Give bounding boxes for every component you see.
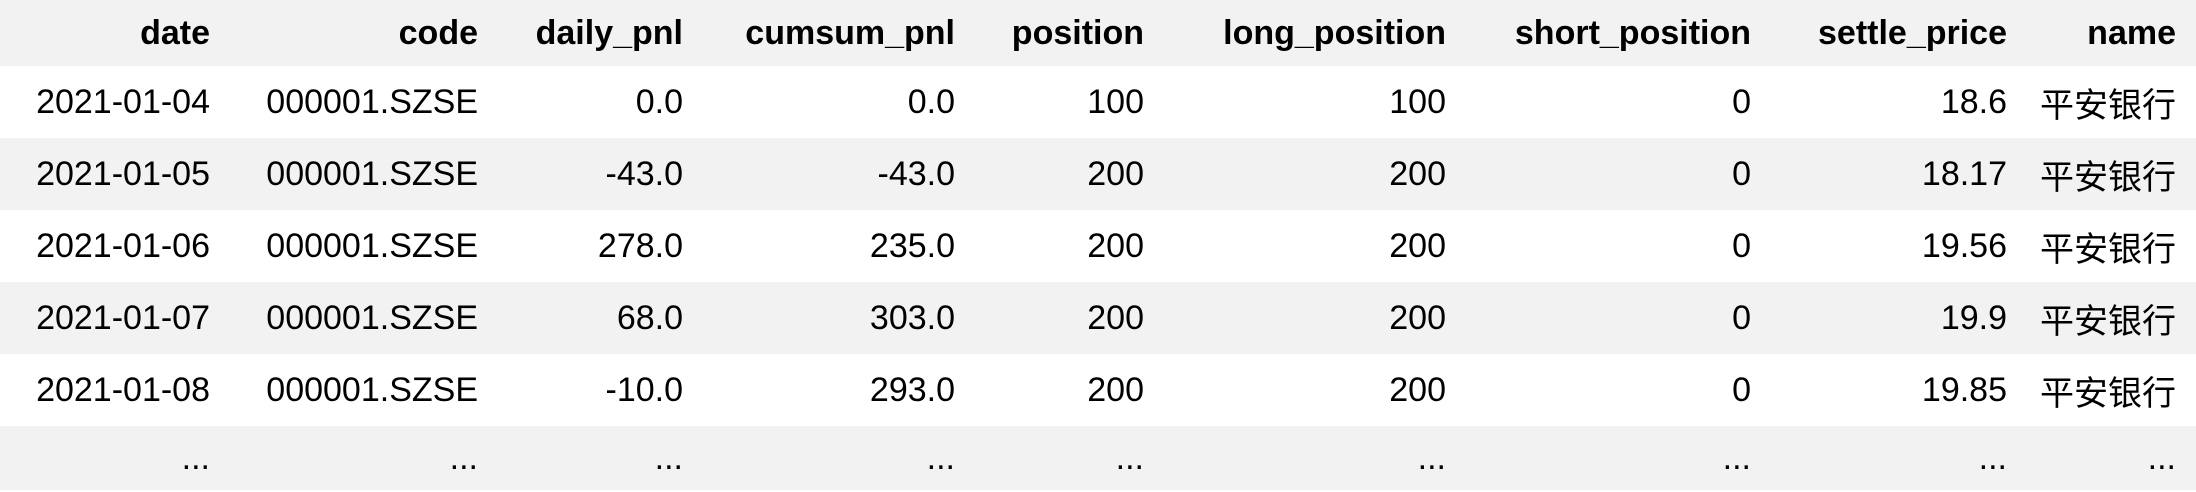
ellipsis-cell: ...	[2147, 438, 2176, 477]
cell-settle-price: 19.56	[1921, 226, 2007, 265]
table-row: 2021-01-06 000001.SZSE 278.0 235.0 200 2…	[0, 210, 2196, 282]
table-header: date code daily_pnl cumsum_pnl position …	[0, 0, 2196, 66]
column-header-name: name	[2087, 13, 2176, 52]
ellipsis-cell: ...	[1978, 438, 2007, 477]
header-row: date code daily_pnl cumsum_pnl position …	[0, 0, 2196, 66]
cell-code: 000001.SZSE	[266, 154, 478, 193]
ellipsis-cell: ...	[449, 438, 478, 477]
cell-code: 000001.SZSE	[266, 370, 478, 409]
cell-short-position: 0	[1732, 298, 1751, 337]
cell-settle-price: 19.85	[1921, 370, 2007, 409]
cell-cumsum-pnl: 303.0	[869, 298, 955, 337]
cell-settle-price: 19.9	[1940, 298, 2007, 337]
cell-code: 000001.SZSE	[266, 298, 478, 337]
cell-position: 200	[1087, 370, 1144, 409]
column-header-cumsum-pnl: cumsum_pnl	[745, 13, 955, 52]
table-row: 2021-01-05 000001.SZSE -43.0 -43.0 200 2…	[0, 138, 2196, 210]
cell-position: 200	[1087, 154, 1144, 193]
cell-settle-price: 18.6	[1940, 82, 2007, 121]
cell-cumsum-pnl: 293.0	[869, 370, 955, 409]
cell-long-position: 200	[1389, 226, 1446, 265]
cell-daily-pnl: 278.0	[597, 226, 683, 265]
ellipsis-cell: ...	[181, 438, 210, 477]
cell-short-position: 0	[1732, 82, 1751, 121]
cell-position: 100	[1087, 82, 1144, 121]
cell-short-position: 0	[1732, 226, 1751, 265]
column-header-daily-pnl: daily_pnl	[535, 13, 683, 52]
column-header-short-position: short_position	[1514, 13, 1751, 52]
cell-code: 000001.SZSE	[266, 226, 478, 265]
column-header-settle-price: settle_price	[1818, 13, 2007, 52]
cell-name: 平安银行	[2040, 157, 2176, 198]
cell-code: 000001.SZSE	[266, 82, 478, 121]
cell-daily-pnl: 0.0	[635, 82, 683, 121]
ellipsis-row: ... ... ... ... ... ... ... ... ...	[0, 426, 2196, 490]
cell-date: 2021-01-07	[36, 298, 210, 337]
cell-cumsum-pnl: 0.0	[907, 82, 955, 121]
cell-position: 200	[1087, 298, 1144, 337]
cell-daily-pnl: -10.0	[605, 370, 684, 409]
cell-name: 平安银行	[2040, 85, 2176, 126]
ellipsis-cell: ...	[1722, 438, 1751, 477]
cell-daily-pnl: -43.0	[605, 154, 684, 193]
cell-date: 2021-01-05	[36, 154, 210, 193]
ellipsis-cell: ...	[1417, 438, 1446, 477]
cell-daily-pnl: 68.0	[616, 298, 683, 337]
cell-long-position: 200	[1389, 370, 1446, 409]
cell-name: 平安银行	[2040, 373, 2176, 414]
ellipsis-cell: ...	[654, 438, 683, 477]
cell-name: 平安银行	[2040, 229, 2176, 270]
cell-long-position: 200	[1389, 154, 1446, 193]
cell-cumsum-pnl: -43.0	[877, 154, 956, 193]
cell-name: 平安银行	[2040, 301, 2176, 342]
cell-cumsum-pnl: 235.0	[869, 226, 955, 265]
ellipsis-cell: ...	[1115, 438, 1144, 477]
cell-date: 2021-01-08	[36, 370, 210, 409]
table-row: 2021-01-08 000001.SZSE -10.0 293.0 200 2…	[0, 354, 2196, 426]
cell-long-position: 100	[1389, 82, 1446, 121]
table-row: 2021-01-04 000001.SZSE 0.0 0.0 100 100 0…	[0, 66, 2196, 138]
column-header-position: position	[1011, 13, 1144, 52]
cell-settle-price: 18.17	[1921, 154, 2007, 193]
cell-long-position: 200	[1389, 298, 1446, 337]
column-header-date: date	[140, 13, 210, 52]
cell-date: 2021-01-06	[36, 226, 210, 265]
ellipsis-cell: ...	[926, 438, 955, 477]
column-header-code: code	[398, 13, 478, 52]
cell-position: 200	[1087, 226, 1144, 265]
table-row: 2021-01-07 000001.SZSE 68.0 303.0 200 20…	[0, 282, 2196, 354]
column-header-long-position: long_position	[1223, 13, 1446, 52]
cell-short-position: 0	[1732, 370, 1751, 409]
cell-date: 2021-01-04	[36, 82, 210, 121]
cell-short-position: 0	[1732, 154, 1751, 193]
table-body: 2021-01-04 000001.SZSE 0.0 0.0 100 100 0…	[0, 66, 2196, 490]
